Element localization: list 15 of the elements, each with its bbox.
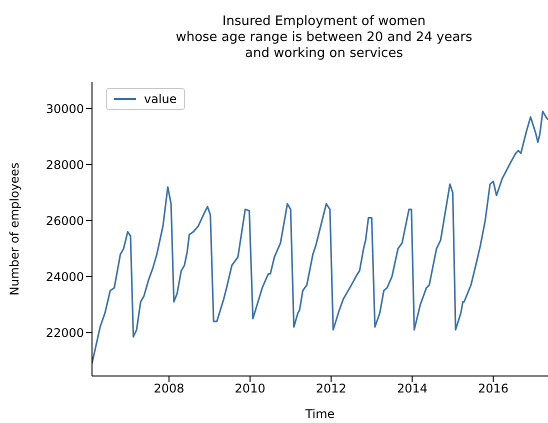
line-series: [92, 110, 548, 364]
x-tick-label: 2012: [316, 382, 346, 396]
x-axis-title: Time: [304, 407, 335, 421]
y-tick-label: 30000: [46, 102, 84, 116]
x-tick-label: 2014: [396, 382, 428, 396]
y-tick-label: 26000: [46, 214, 84, 228]
x-tick-label: 2010: [234, 382, 266, 396]
chart-title: Insured Employment of women whose age range is between 20 and 24 years and working on services: [174, 14, 474, 62]
x-tick-label: 2016: [478, 382, 509, 396]
y-tick-label: 28000: [46, 158, 84, 172]
legend-label: value: [144, 92, 177, 106]
y-axis-title: Number of employees: [7, 162, 22, 296]
y-tick-label: 22000: [46, 326, 84, 340]
x-tick-label: 2008: [154, 382, 184, 396]
y-tick-label: 24000: [46, 270, 84, 284]
